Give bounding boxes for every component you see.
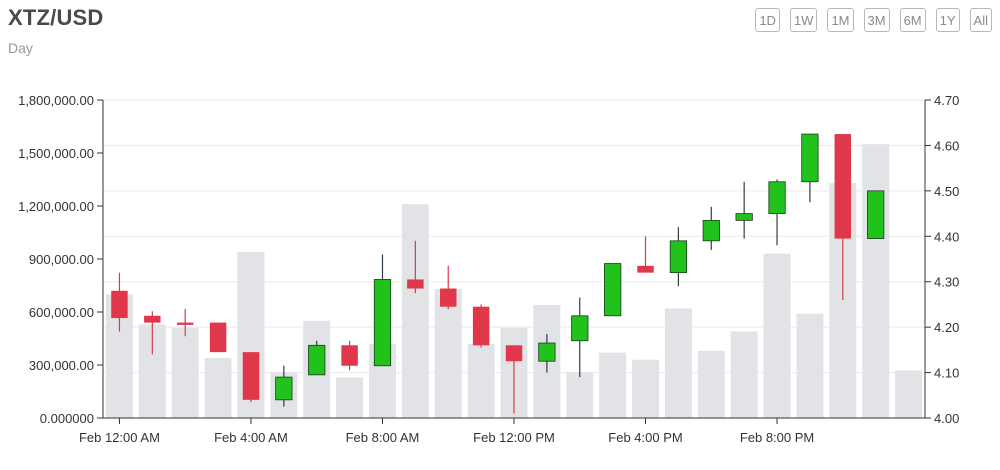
volume-tick-label: 1,500,000.00 <box>18 146 94 161</box>
range-all-button[interactable]: All <box>969 8 992 32</box>
volume-bar <box>599 352 627 418</box>
candle-up <box>275 376 293 401</box>
time-tick-label: Feb 4:00 AM <box>214 430 288 445</box>
volume-tick-label: 0.000000 <box>40 411 94 426</box>
volume-bar <box>664 308 692 418</box>
volume-bar <box>434 289 462 418</box>
volume-tick-label: 600,000.00 <box>29 305 94 320</box>
page-title: XTZ/USD <box>8 5 104 30</box>
candle-down <box>637 265 654 273</box>
candle-up <box>669 240 688 274</box>
volume-bar <box>401 204 429 418</box>
candle-up <box>538 342 556 362</box>
volume-bar <box>632 359 660 418</box>
volume-bar <box>566 372 594 418</box>
time-tick-label: Feb 8:00 AM <box>346 430 420 445</box>
time-tick-label: Feb 4:00 PM <box>608 430 682 445</box>
candle-down <box>440 288 457 307</box>
candle-down <box>176 322 194 325</box>
candle-up <box>768 181 786 214</box>
volume-bar <box>336 377 364 418</box>
price-tick-label: 4.70 <box>934 93 959 108</box>
candle-down <box>209 322 227 353</box>
range-1d-button[interactable]: 1D <box>755 8 780 32</box>
time-range-selector: 1D 1W 1M 3M 6M 1Y All <box>755 8 992 32</box>
volume-bar <box>171 327 199 418</box>
volume-tick-label: 1,200,000.00 <box>18 199 94 214</box>
price-tick-label: 4.50 <box>934 184 959 199</box>
interval-label: Day <box>8 40 33 56</box>
range-1y-button[interactable]: 1Y <box>935 8 960 32</box>
volume-tick-label: 1,800,000.00 <box>18 93 94 108</box>
price-tick-label: 4.20 <box>934 320 959 335</box>
volume-bar <box>467 343 495 418</box>
time-tick-label: Feb 8:00 PM <box>740 430 814 445</box>
time-tick-label: Feb 12:00 AM <box>79 430 160 445</box>
candle-up <box>571 315 589 342</box>
candle-down <box>505 345 523 362</box>
candle-up <box>801 133 819 183</box>
volume-bars <box>105 144 923 418</box>
candle-up <box>604 263 622 317</box>
candle-down <box>242 352 260 400</box>
volume-bar <box>204 357 232 418</box>
chart-axes: 0.000000 300,000.00 600,000.00 900,000.00 1,… <box>18 93 959 445</box>
candle-up <box>867 190 885 239</box>
candle-down <box>834 134 852 239</box>
price-tick-label: 4.00 <box>934 411 959 426</box>
price-tick-label: 4.30 <box>934 275 959 290</box>
price-tick-label: 4.40 <box>934 229 959 244</box>
volume-tick-label: 900,000.00 <box>29 252 94 267</box>
range-3m-button[interactable]: 3M <box>863 8 890 32</box>
candle-up <box>735 213 753 221</box>
volume-bar <box>763 253 791 418</box>
volume-bar <box>895 370 923 418</box>
candlesticks <box>111 133 885 414</box>
candle-down <box>407 279 424 289</box>
volume-bar <box>697 350 725 418</box>
volume-tick-label: 300,000.00 <box>29 358 94 373</box>
range-1m-button[interactable]: 1M <box>827 8 854 32</box>
candle-down <box>144 315 161 323</box>
candle-up <box>373 279 392 367</box>
volume-bar <box>730 331 758 418</box>
range-1w-button[interactable]: 1W <box>789 8 818 32</box>
price-tick-label: 4.60 <box>934 138 959 153</box>
volume-bar <box>796 313 824 418</box>
candle-down <box>341 345 358 366</box>
time-tick-label: Feb 12:00 PM <box>473 430 555 445</box>
candle-up <box>702 219 720 242</box>
candle-down <box>472 306 490 346</box>
volume-bar <box>862 144 890 418</box>
range-6m-button[interactable]: 6M <box>899 8 926 32</box>
candle-up <box>308 344 326 376</box>
candle-down <box>111 290 128 319</box>
price-tick-label: 4.10 <box>934 366 959 381</box>
